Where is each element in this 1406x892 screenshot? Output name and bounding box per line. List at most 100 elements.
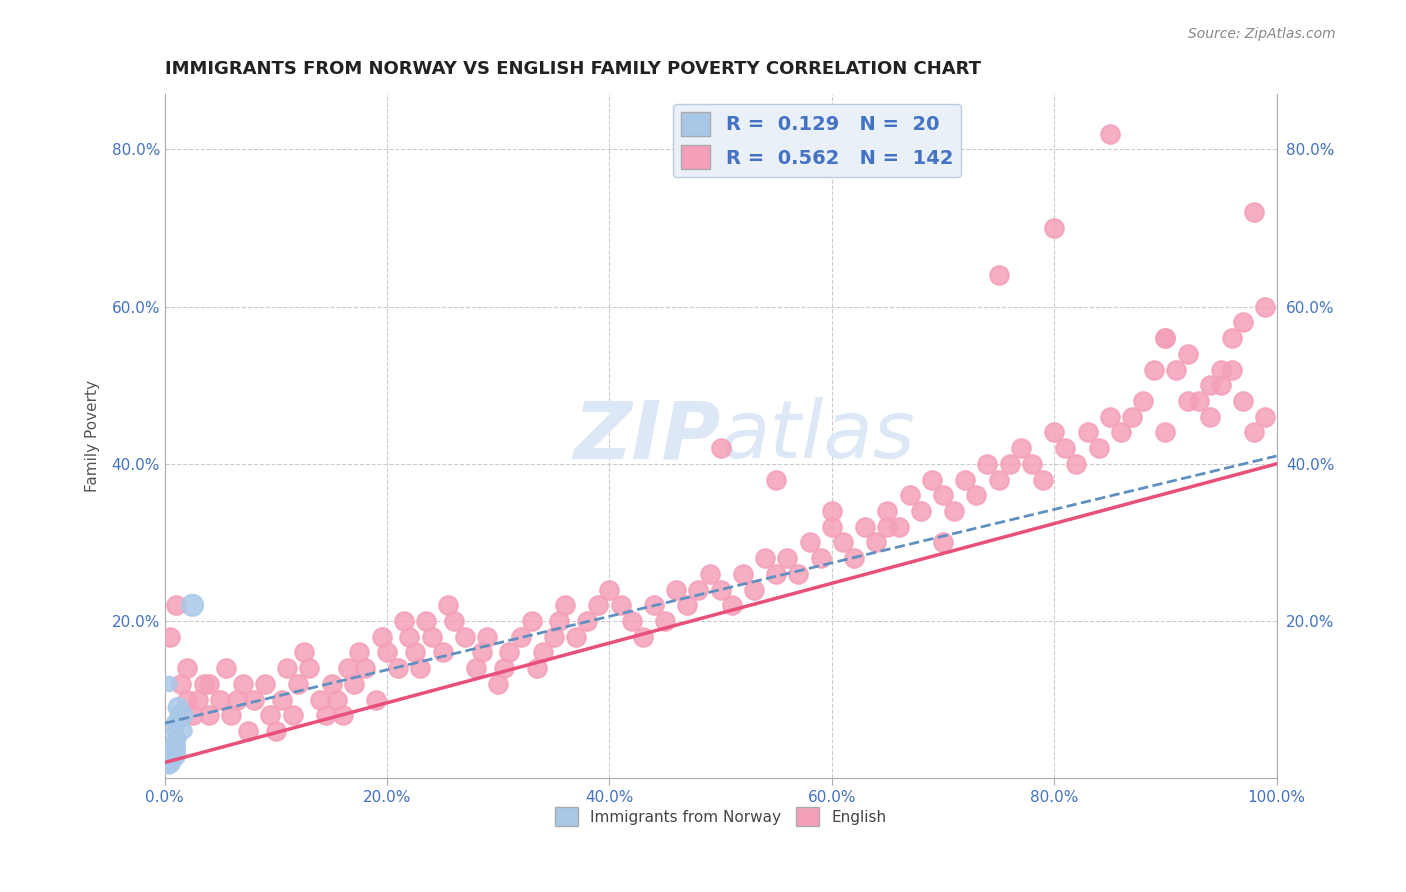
Point <box>842 551 865 566</box>
Point <box>1143 362 1166 376</box>
Point <box>232 677 254 691</box>
Point <box>215 661 238 675</box>
Point <box>492 661 515 675</box>
Point <box>163 724 186 739</box>
Point <box>1132 394 1154 409</box>
Point <box>159 739 181 754</box>
Point <box>1032 473 1054 487</box>
Point <box>1066 457 1088 471</box>
Point <box>167 700 190 714</box>
Point <box>565 630 588 644</box>
Point <box>987 473 1010 487</box>
Point <box>1198 378 1220 392</box>
Point <box>1076 425 1098 440</box>
Point <box>609 599 631 613</box>
Point <box>731 566 754 581</box>
Point <box>281 708 304 723</box>
Point <box>157 756 180 770</box>
Point <box>420 630 443 644</box>
Point <box>1198 409 1220 424</box>
Point <box>321 677 343 691</box>
Point <box>710 441 733 455</box>
Point <box>620 614 643 628</box>
Point <box>242 692 264 706</box>
Point <box>1087 441 1109 455</box>
Point <box>1154 425 1177 440</box>
Point <box>754 551 776 566</box>
Point <box>165 739 187 754</box>
Legend: Immigrants from Norway, English: Immigrants from Norway, English <box>548 801 893 832</box>
Point <box>742 582 765 597</box>
Point <box>1021 457 1043 471</box>
Point <box>1243 425 1265 440</box>
Point <box>163 731 186 746</box>
Point <box>1098 409 1121 424</box>
Point <box>226 692 249 706</box>
Point <box>832 535 855 549</box>
Point <box>181 708 204 723</box>
Point <box>965 488 987 502</box>
Point <box>1043 221 1066 235</box>
Point <box>443 614 465 628</box>
Point <box>1043 425 1066 440</box>
Point <box>676 599 699 613</box>
Point <box>471 645 494 659</box>
Point <box>865 535 887 549</box>
Point <box>643 599 665 613</box>
Point <box>165 739 187 754</box>
Point <box>259 708 281 723</box>
Point <box>292 645 315 659</box>
Point <box>821 504 844 518</box>
Text: Source: ZipAtlas.com: Source: ZipAtlas.com <box>1188 27 1336 41</box>
Point <box>943 504 966 518</box>
Point <box>810 551 832 566</box>
Point <box>1254 409 1277 424</box>
Y-axis label: Family Poverty: Family Poverty <box>86 380 100 492</box>
Point <box>987 268 1010 283</box>
Point <box>998 457 1021 471</box>
Point <box>654 614 676 628</box>
Point <box>699 566 721 581</box>
Point <box>221 708 243 723</box>
Point <box>932 535 955 549</box>
Point <box>821 519 844 533</box>
Point <box>165 716 187 731</box>
Point <box>349 645 371 659</box>
Point <box>364 692 387 706</box>
Point <box>1166 362 1188 376</box>
Point <box>157 747 180 762</box>
Point <box>486 677 509 691</box>
Point <box>787 566 810 581</box>
Point <box>157 759 180 773</box>
Point <box>710 582 733 597</box>
Text: atlas: atlas <box>721 397 915 475</box>
Point <box>720 599 742 613</box>
Point <box>454 630 477 644</box>
Point <box>976 457 998 471</box>
Text: ZIP: ZIP <box>574 397 721 475</box>
Point <box>776 551 799 566</box>
Point <box>765 566 787 581</box>
Point <box>187 692 209 706</box>
Point <box>165 599 187 613</box>
Point <box>932 488 955 502</box>
Point <box>1188 394 1211 409</box>
Point <box>1220 362 1243 376</box>
Text: IMMIGRANTS FROM NORWAY VS ENGLISH FAMILY POVERTY CORRELATION CHART: IMMIGRANTS FROM NORWAY VS ENGLISH FAMILY… <box>165 60 981 78</box>
Point <box>392 614 415 628</box>
Point <box>298 661 321 675</box>
Point <box>531 645 554 659</box>
Point <box>665 582 688 597</box>
Point <box>209 692 232 706</box>
Point <box>343 677 366 691</box>
Point <box>554 599 576 613</box>
Point <box>1121 409 1143 424</box>
Point <box>253 677 276 691</box>
Point <box>588 599 610 613</box>
Point <box>432 645 454 659</box>
Point <box>354 661 377 675</box>
Point <box>598 582 620 597</box>
Point <box>176 661 198 675</box>
Point <box>387 661 409 675</box>
Point <box>853 519 876 533</box>
